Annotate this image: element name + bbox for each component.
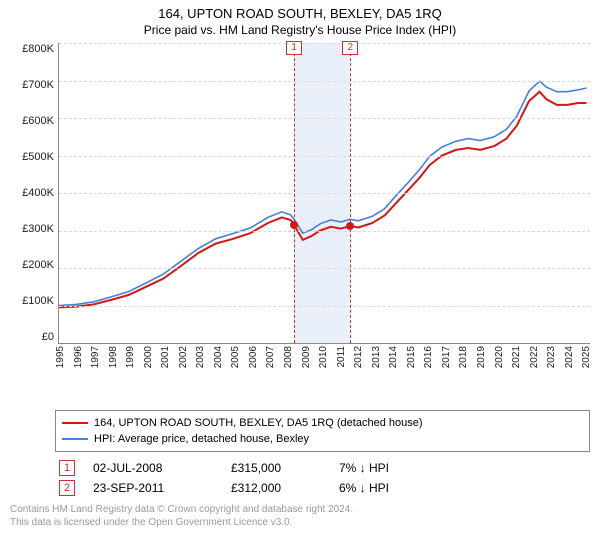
event-delta: 6% ↓ HPI xyxy=(339,481,389,495)
x-tick-label: 1995 xyxy=(55,346,66,368)
legend-row: HPI: Average price, detached house, Bexl… xyxy=(62,431,583,447)
event-row-badge: 2 xyxy=(59,480,75,496)
x-tick-label: 1997 xyxy=(90,346,101,368)
plot-area: 12 xyxy=(58,43,590,344)
x-axis: 1995 1996 1997 1998 1999 2000 2001 2002 2003 2004… xyxy=(10,346,590,376)
legend: 164, UPTON ROAD SOUTH, BEXLEY, DA5 1RQ (… xyxy=(55,410,590,452)
gridline xyxy=(59,43,590,44)
plot-row: £800K £700K £600K £500K £400K £300K £200K £100K… xyxy=(10,43,590,344)
x-tick-label: 2023 xyxy=(546,346,557,368)
event-price: £315,000 xyxy=(231,461,321,475)
event-date: 23-SEP-2011 xyxy=(93,481,213,495)
x-tick-label: 2011 xyxy=(336,346,347,368)
event-row: 1 02-JUL-2008 £315,000 7% ↓ HPI xyxy=(55,458,590,478)
event-line xyxy=(350,43,351,343)
x-tick-label: 2015 xyxy=(406,346,417,368)
x-tick-label: 2024 xyxy=(564,346,575,368)
event-date: 02-JUL-2008 xyxy=(93,461,213,475)
x-tick-label: 2021 xyxy=(511,346,522,368)
x-tick-label: 2012 xyxy=(353,346,364,368)
gridline xyxy=(59,193,590,194)
gridline xyxy=(59,306,590,307)
x-tick-label: 2022 xyxy=(529,346,540,368)
chart-title: 164, UPTON ROAD SOUTH, BEXLEY, DA5 1RQ xyxy=(10,6,590,21)
y-tick-label: £400K xyxy=(22,187,54,199)
legend-row: 164, UPTON ROAD SOUTH, BEXLEY, DA5 1RQ (… xyxy=(62,415,583,431)
chart-subtitle: Price paid vs. HM Land Registry's House … xyxy=(10,23,590,37)
event-marker xyxy=(290,221,298,229)
gridline xyxy=(59,118,590,119)
y-tick-label: £500K xyxy=(22,151,54,163)
x-tick-label: 1996 xyxy=(73,346,84,368)
x-tick-label: 2018 xyxy=(458,346,469,368)
gridline xyxy=(59,81,590,82)
event-delta: 7% ↓ HPI xyxy=(339,461,389,475)
x-tick-label: 2016 xyxy=(423,346,434,368)
legend-label: HPI: Average price, detached house, Bexl… xyxy=(94,431,309,447)
x-tick-label: 2002 xyxy=(178,346,189,368)
event-row-badge: 1 xyxy=(59,460,75,476)
x-tick-label: 2005 xyxy=(230,346,241,368)
x-tick-label: 2000 xyxy=(143,346,154,368)
event-badge: 1 xyxy=(286,41,302,55)
gridline xyxy=(59,156,590,157)
y-tick-label: £600K xyxy=(22,115,54,127)
event-price: £312,000 xyxy=(231,481,321,495)
y-tick-label: £200K xyxy=(22,259,54,271)
y-tick-label: £800K xyxy=(22,43,54,55)
events-table: 1 02-JUL-2008 £315,000 7% ↓ HPI 2 23-SEP-2011… xyxy=(55,458,590,498)
series-property xyxy=(59,92,587,308)
legend-swatch xyxy=(62,438,88,440)
y-tick-label: £0 xyxy=(42,331,54,343)
chart-container: 164, UPTON ROAD SOUTH, BEXLEY, DA5 1RQ P… xyxy=(0,0,600,537)
x-tick-label: 2017 xyxy=(441,346,452,368)
event-badge: 2 xyxy=(342,41,358,55)
y-tick-label: £300K xyxy=(22,223,54,235)
x-tick-label: 2020 xyxy=(494,346,505,368)
x-tick-label: 2008 xyxy=(283,346,294,368)
x-tick-label: 2009 xyxy=(301,346,312,368)
x-tick-label: 2007 xyxy=(265,346,276,368)
x-tick-label: 2006 xyxy=(248,346,259,368)
footer: Contains HM Land Registry data © Crown c… xyxy=(10,504,590,529)
x-tick-label: 2004 xyxy=(213,346,224,368)
event-row: 2 23-SEP-2011 £312,000 6% ↓ HPI xyxy=(55,478,590,498)
legend-label: 164, UPTON ROAD SOUTH, BEXLEY, DA5 1RQ (… xyxy=(94,415,423,431)
gridline xyxy=(59,231,590,232)
x-tick-label: 1999 xyxy=(125,346,136,368)
x-tick-label: 2014 xyxy=(388,346,399,368)
x-tick-label: 1998 xyxy=(108,346,119,368)
x-tick-label: 2010 xyxy=(318,346,329,368)
x-tick-label: 2025 xyxy=(581,346,592,368)
footer-line: Contains HM Land Registry data © Crown c… xyxy=(10,504,590,517)
event-line xyxy=(294,43,295,343)
legend-swatch xyxy=(62,422,88,424)
x-tick-label: 2001 xyxy=(160,346,171,368)
y-axis: £800K £700K £600K £500K £400K £300K £200K £100K… xyxy=(10,43,58,343)
y-tick-label: £700K xyxy=(22,79,54,91)
gridline xyxy=(59,268,590,269)
x-tick-label: 2019 xyxy=(476,346,487,368)
x-tick-label: 2013 xyxy=(371,346,382,368)
footer-line: This data is licensed under the Open Gov… xyxy=(10,517,590,530)
x-tick-label: 2003 xyxy=(195,346,206,368)
y-tick-label: £100K xyxy=(22,295,54,307)
